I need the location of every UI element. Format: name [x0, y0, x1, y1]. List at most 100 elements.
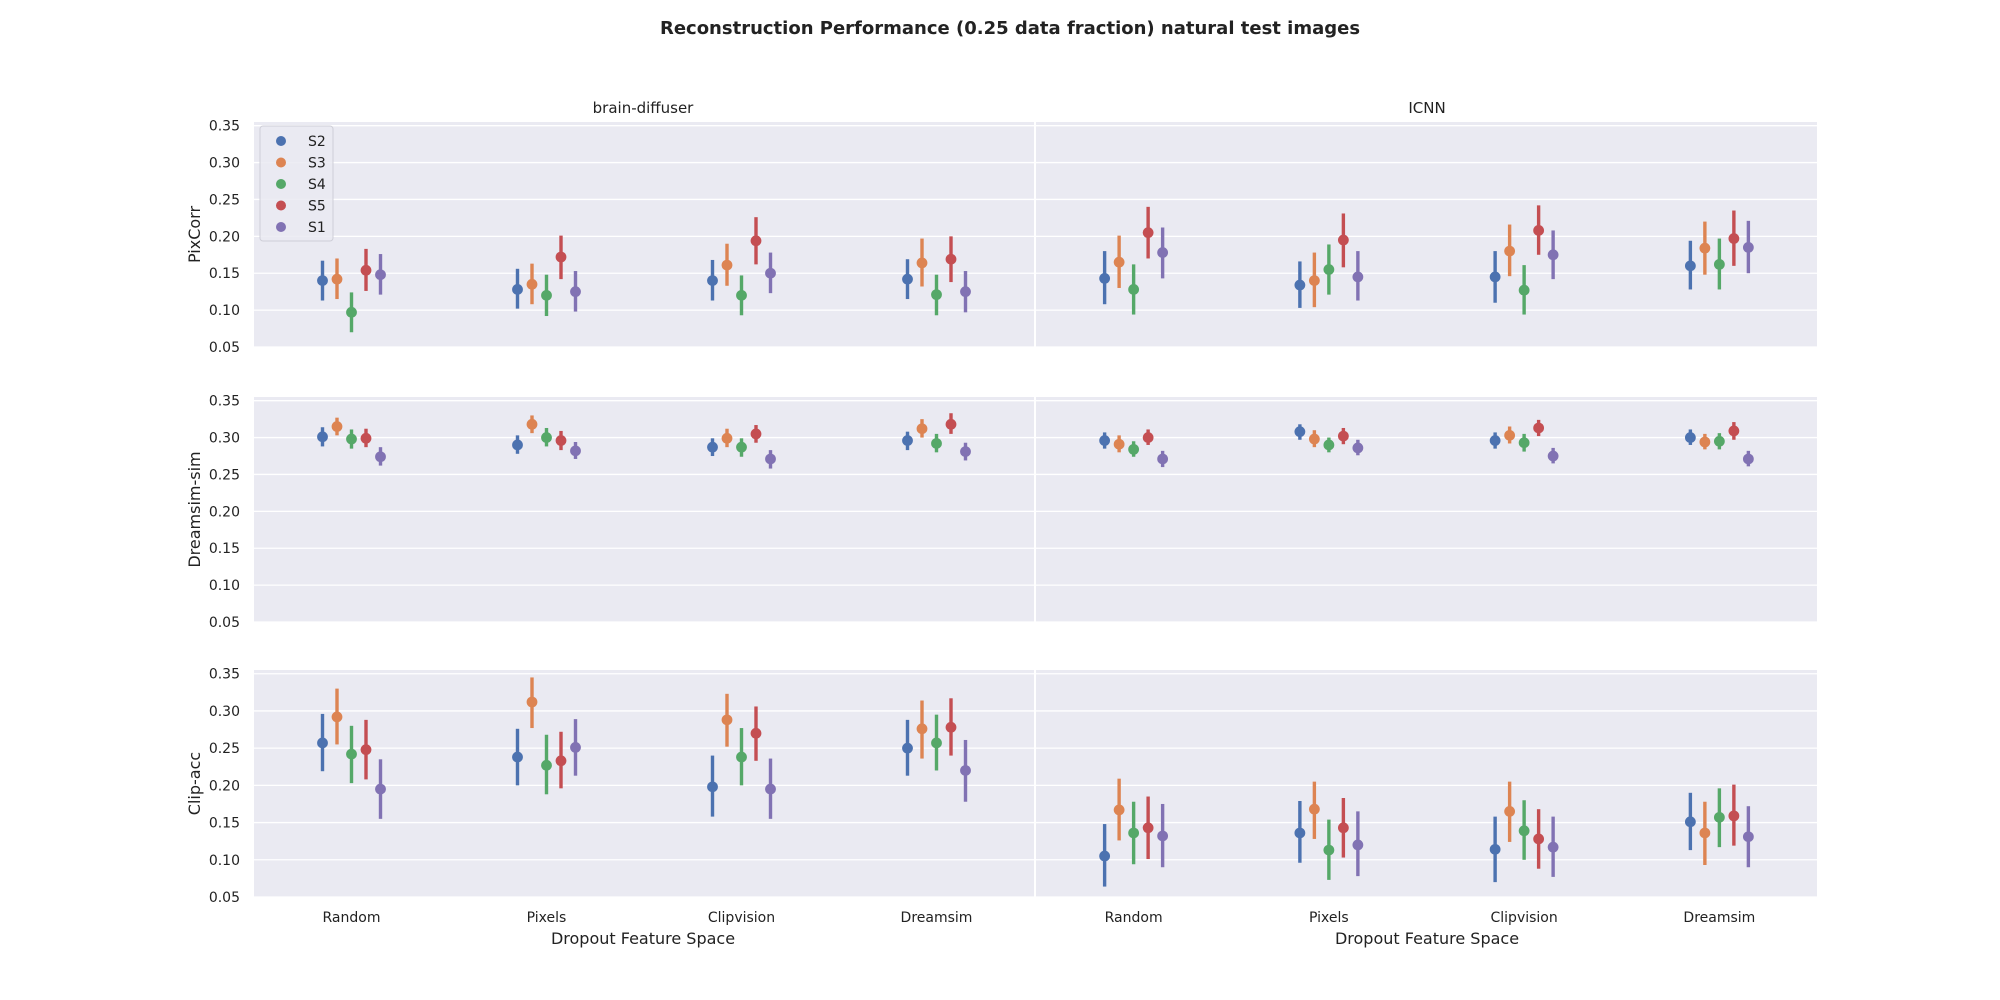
panel-bg-dreamsim-sim-icnn: [1036, 397, 1817, 622]
y-tick-label-dreamsim-sim: 0.15: [209, 541, 240, 557]
point-dreamsim-sim-icnn-clipvision-s1: [1547, 450, 1559, 462]
y-tick-label-dreamsim-sim: 0.25: [209, 467, 240, 483]
point-clip-acc-brain-diffuser-dreamsim-s5: [945, 721, 957, 733]
point-clip-acc-icnn-pixels-s1: [1352, 839, 1364, 851]
point-pixcorr-brain-diffuser-pixels-s1: [570, 286, 581, 298]
point-dreamsim-sim-icnn-clipvision-s5: [1533, 422, 1545, 434]
point-clip-acc-icnn-dreamsim-s5: [1728, 810, 1740, 822]
point-pixcorr-icnn-pixels-s1: [1352, 271, 1364, 283]
y-axis-label-pixcorr: PixCorr: [185, 206, 204, 263]
point-clip-acc-brain-diffuser-dreamsim-s2: [902, 742, 913, 754]
x-tick-label-clipvision: Clipvision: [708, 910, 775, 926]
point-dreamsim-sim-brain-diffuser-clipvision-s2: [707, 441, 718, 453]
point-pixcorr-icnn-random-s2: [1099, 272, 1111, 284]
point-pixcorr-icnn-random-s3: [1113, 256, 1125, 268]
point-clip-acc-icnn-clipvision-s1: [1547, 841, 1559, 853]
y-tick-label-dreamsim-sim: 0.30: [209, 431, 240, 447]
point-pixcorr-brain-diffuser-clipvision-s1: [765, 267, 776, 279]
point-clip-acc-brain-diffuser-pixels-s5: [555, 755, 567, 767]
y-tick-label-pixcorr: 0.35: [209, 119, 240, 135]
point-dreamsim-sim-icnn-pixels-s2: [1294, 426, 1306, 438]
point-dreamsim-sim-brain-diffuser-dreamsim-s4: [931, 438, 942, 449]
point-pixcorr-icnn-clipvision-s5: [1533, 225, 1545, 236]
point-clip-acc-icnn-pixels-s3: [1308, 803, 1320, 815]
point-pixcorr-icnn-pixels-s5: [1337, 234, 1349, 246]
panels-group: 0.05 0.10 0.15 0.20 0.25 0.30 0.35 PixCorr 0.05 0…: [185, 119, 1817, 926]
point-clip-acc-icnn-pixels-s5: [1337, 822, 1349, 834]
point-clip-acc-icnn-dreamsim-s4: [1713, 811, 1725, 823]
point-dreamsim-sim-brain-diffuser-dreamsim-s3: [916, 423, 928, 435]
y-tick-label-clip-acc: 0.30: [209, 704, 240, 720]
y-tick-label-pixcorr: 0.05: [209, 340, 240, 356]
legend: S2 S3 S4 S5 S1: [259, 125, 334, 242]
panel-dreamsim-sim-icnn: [1036, 397, 1817, 623]
point-pixcorr-brain-diffuser-dreamsim-s5: [945, 253, 957, 265]
point-clip-acc-icnn-dreamsim-s2: [1684, 816, 1696, 828]
point-pixcorr-brain-diffuser-dreamsim-s1: [960, 286, 971, 298]
point-pixcorr-icnn-dreamsim-s2: [1684, 260, 1696, 272]
y-tick-label-pixcorr: 0.10: [209, 303, 240, 319]
point-dreamsim-sim-icnn-clipvision-s4: [1518, 437, 1530, 449]
panel-pixcorr-brain-diffuser: 0.05 0.10 0.15 0.20 0.25 0.30 0.35 PixCorr: [185, 119, 1034, 356]
y-tick-label-clip-acc: 0.15: [209, 816, 240, 832]
legend-label-s5: S5: [308, 199, 326, 215]
point-clip-acc-icnn-pixels-s2: [1294, 827, 1306, 839]
point-dreamsim-sim-brain-diffuser-random-s1: [375, 451, 386, 463]
y-tick-label-clip-acc: 0.10: [209, 853, 240, 869]
x-tick-label-pixels: Pixels: [1309, 910, 1349, 926]
y-tick-label-pixcorr: 0.30: [209, 156, 240, 172]
point-pixcorr-brain-diffuser-clipvision-s3: [721, 259, 733, 271]
point-clip-acc-brain-diffuser-clipvision-s1: [765, 783, 776, 795]
point-pixcorr-brain-diffuser-clipvision-s5: [750, 235, 762, 247]
point-dreamsim-sim-icnn-pixels-s3: [1308, 433, 1320, 445]
y-tick-label-dreamsim-sim: 0.10: [209, 578, 240, 594]
point-dreamsim-sim-brain-diffuser-pixels-s2: [512, 439, 523, 451]
point-pixcorr-icnn-random-s1: [1157, 247, 1169, 258]
point-dreamsim-sim-brain-diffuser-clipvision-s5: [750, 428, 762, 440]
point-clip-acc-icnn-clipvision-s5: [1533, 833, 1545, 845]
point-clip-acc-icnn-dreamsim-s1: [1742, 831, 1754, 843]
y-tick-label-dreamsim-sim: 0.35: [209, 394, 240, 410]
panel-clip-acc-icnn: Random Pixels Clipvision Dreamsim: [1036, 670, 1817, 926]
point-dreamsim-sim-brain-diffuser-pixels-s4: [541, 432, 552, 443]
point-pixcorr-icnn-random-s5: [1142, 227, 1154, 239]
point-pixcorr-icnn-dreamsim-s5: [1728, 233, 1740, 244]
point-pixcorr-brain-diffuser-random-s4: [346, 306, 357, 318]
point-dreamsim-sim-icnn-dreamsim-s4: [1713, 435, 1725, 447]
y-tick-label-pixcorr: 0.15: [209, 266, 240, 282]
y-tick-label-dreamsim-sim: 0.05: [209, 615, 240, 631]
point-dreamsim-sim-brain-diffuser-random-s4: [346, 433, 357, 445]
figure-title: Reconstruction Performance (0.25 data fr…: [660, 18, 1360, 39]
point-pixcorr-icnn-dreamsim-s1: [1742, 242, 1754, 253]
point-dreamsim-sim-brain-diffuser-random-s2: [317, 431, 328, 443]
y-axis-label-clip-acc: Clip-acc: [185, 752, 204, 815]
x-tick-label-random: Random: [1105, 910, 1163, 926]
point-dreamsim-sim-icnn-dreamsim-s1: [1742, 453, 1754, 465]
point-dreamsim-sim-brain-diffuser-dreamsim-s1: [960, 446, 971, 457]
point-clip-acc-brain-diffuser-pixels-s4: [541, 759, 552, 771]
y-tick-label-pixcorr: 0.20: [209, 229, 240, 245]
point-pixcorr-brain-diffuser-pixels-s4: [541, 289, 552, 301]
y-axis-label-dreamsim-sim: Dreamsim-sim: [185, 451, 204, 567]
point-dreamsim-sim-icnn-dreamsim-s2: [1684, 432, 1696, 443]
legend-marker-s2: [276, 136, 286, 146]
point-pixcorr-brain-diffuser-dreamsim-s3: [916, 257, 928, 269]
point-pixcorr-icnn-dreamsim-s4: [1713, 258, 1725, 270]
point-pixcorr-icnn-pixels-s4: [1323, 264, 1335, 275]
point-clip-acc-brain-diffuser-random-s3: [331, 711, 343, 723]
x-axis-label-icnn: Dropout Feature Space: [1335, 929, 1519, 948]
point-clip-acc-brain-diffuser-random-s5: [360, 744, 372, 756]
point-pixcorr-icnn-clipvision-s2: [1489, 271, 1501, 283]
legend-marker-s1: [276, 222, 286, 232]
column-title-brain-diffuser: brain-diffuser: [593, 99, 695, 117]
y-tick-label-clip-acc: 0.35: [209, 667, 240, 683]
legend-marker-s5: [276, 200, 286, 211]
x-tick-label-dreamsim: Dreamsim: [901, 910, 973, 926]
panel-bg-pixcorr-brain-diffuser: [254, 122, 1034, 347]
legend-label-s4: S4: [308, 177, 326, 193]
point-dreamsim-sim-brain-diffuser-clipvision-s3: [721, 432, 733, 444]
y-tick-label-dreamsim-sim: 0.20: [209, 504, 240, 520]
point-clip-acc-brain-diffuser-clipvision-s3: [721, 714, 733, 726]
point-pixcorr-brain-diffuser-dreamsim-s4: [931, 289, 942, 301]
